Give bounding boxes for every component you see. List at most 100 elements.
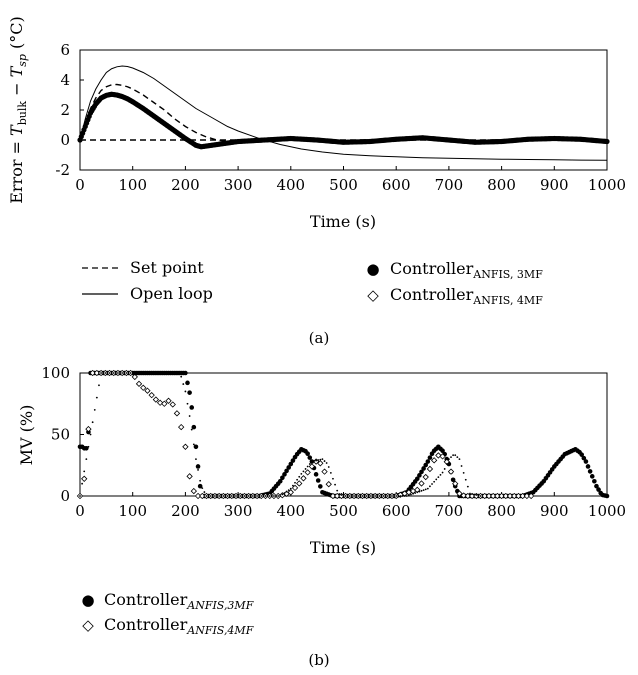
data-point [454, 454, 457, 457]
data-point [460, 465, 463, 467]
data-point [365, 495, 368, 497]
x-tick-label: 500 [329, 176, 358, 194]
data-point [319, 458, 322, 461]
x-tick-label: 200 [171, 176, 200, 194]
data-point [205, 495, 208, 497]
data-point [146, 372, 149, 374]
data-point [351, 495, 353, 497]
data-point [161, 400, 168, 407]
data-point [477, 494, 480, 497]
data-point [296, 478, 299, 481]
data-point [159, 372, 162, 374]
data-point [197, 469, 199, 471]
data-point [173, 372, 176, 374]
y-tick-label: 2 [60, 101, 70, 119]
panel-b-y-ticks: 0 50 100 [41, 364, 84, 505]
data-point [260, 495, 263, 497]
data-point [403, 495, 406, 497]
data-point [117, 372, 119, 374]
data-point [237, 495, 240, 497]
data-point [214, 495, 216, 497]
data-point [178, 423, 185, 431]
data-point [241, 495, 244, 497]
data-point [325, 481, 332, 488]
data-point [418, 480, 425, 487]
data-point [195, 464, 201, 469]
data-point [417, 473, 422, 478]
data-point [291, 484, 299, 492]
x-tick-label: 300 [224, 502, 253, 520]
data-point [429, 485, 431, 488]
data-point [579, 452, 585, 457]
data-point [462, 471, 465, 474]
data-point [344, 495, 347, 497]
data-point [589, 474, 595, 479]
data-point [334, 492, 341, 500]
data-point [245, 495, 248, 497]
x-tick-label: 400 [276, 176, 305, 194]
data-point [587, 469, 593, 474]
x-tick-label: 400 [276, 502, 305, 520]
legend-b-c3-marker: ● [81, 591, 94, 609]
data-point [190, 428, 193, 431]
data-point [308, 463, 316, 470]
data-point [450, 477, 456, 483]
data-point [131, 373, 138, 381]
data-point [458, 458, 461, 460]
legend-c3-label-sub: ANFIS, 3MF [472, 268, 543, 281]
data-point [95, 396, 98, 399]
data-point [100, 372, 102, 374]
data-point [220, 495, 223, 497]
x-tick-label: 600 [382, 502, 411, 520]
y-tick-label: -2 [55, 161, 70, 179]
data-point [150, 372, 153, 374]
data-point [249, 495, 252, 497]
data-point [148, 391, 155, 399]
y-tick-label: 100 [41, 364, 70, 382]
data-point [85, 425, 92, 433]
data-point [313, 460, 315, 462]
data-point [247, 495, 250, 497]
data-point [340, 494, 343, 496]
data-point [452, 454, 455, 457]
data-point [87, 445, 90, 448]
data-point [266, 495, 269, 497]
data-point [498, 492, 505, 500]
data-point [426, 465, 434, 473]
panel-a-plot-area [77, 65, 610, 161]
data-point [342, 495, 345, 497]
data-point [397, 495, 400, 497]
data-point [423, 462, 429, 468]
data-point [98, 384, 100, 387]
data-point [186, 402, 189, 405]
data-point [372, 495, 374, 497]
panel-b-plot-area [76, 369, 610, 500]
data-point [89, 369, 96, 377]
data-point [228, 495, 231, 497]
data-point [298, 475, 301, 478]
data-point [334, 483, 336, 486]
data-point [152, 396, 160, 403]
data-point [431, 483, 433, 485]
panel-a-y-ticks: -2 0 2 4 6 [55, 41, 84, 179]
data-point [592, 478, 597, 484]
data-point [374, 495, 377, 497]
series-markers-c3 [77, 370, 610, 499]
data-point [359, 495, 362, 497]
panel-a-x-ticks: 0 100 200 300 400 500 600 700 800 900 1000 [75, 166, 626, 194]
data-point [285, 490, 288, 493]
data-point [412, 492, 414, 495]
data-point [85, 458, 88, 460]
data-point [515, 492, 522, 500]
data-point [310, 460, 313, 463]
data-point [161, 372, 164, 374]
data-point [232, 495, 235, 497]
data-point [318, 484, 323, 489]
data-point [84, 445, 89, 451]
data-point [125, 372, 128, 374]
legend-c4-label: ControllerANFIS, 4MF [390, 285, 543, 307]
data-point [401, 495, 404, 497]
x-tick-label: 0 [75, 502, 85, 520]
data-point [440, 448, 445, 454]
data-point [348, 495, 351, 497]
